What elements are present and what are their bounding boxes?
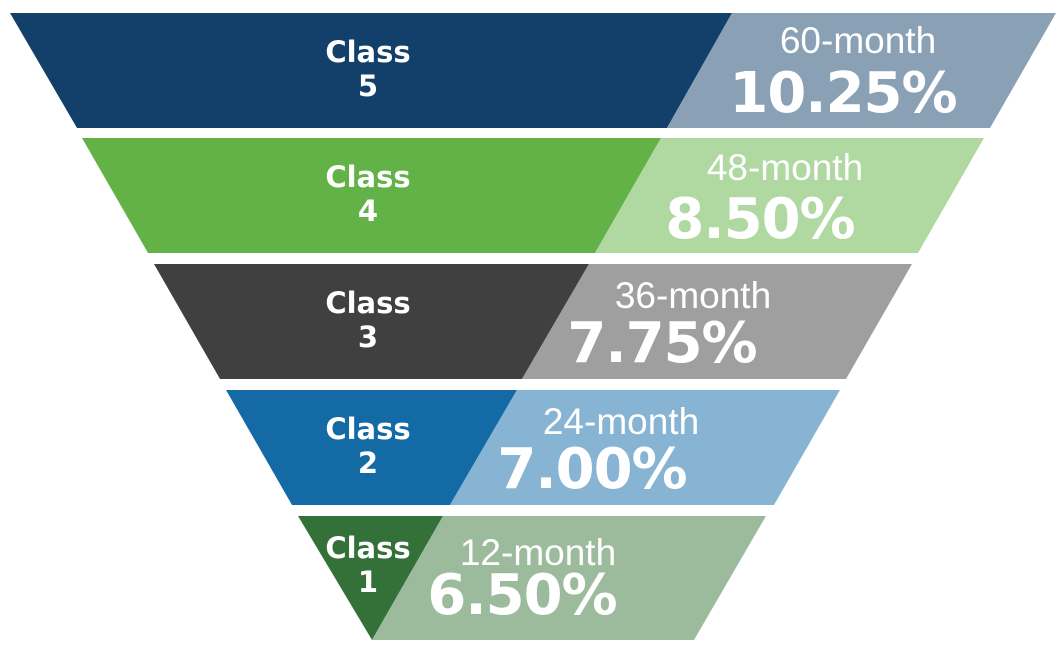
tier-2-class-number: 2: [358, 446, 378, 480]
funnel-tier-class-3: Class 3 36-month 7.75%: [154, 264, 912, 379]
tier-1-class-number: 1: [358, 565, 378, 599]
tier-3-rate: 7.75%: [567, 311, 756, 376]
tier-4-class-word: Class: [325, 160, 410, 194]
tier-5-rate: 10.25%: [729, 61, 956, 126]
tier-3-class-word: Class: [325, 286, 410, 320]
tier-1-rate: 6.50%: [427, 563, 616, 628]
tier-3-term: 36-month: [615, 275, 771, 316]
tier-3-light-segment: [522, 264, 912, 379]
tier-1-class-word: Class: [325, 531, 410, 565]
funnel-tier-class-5: Class 5 60-month 10.25%: [10, 13, 1056, 128]
tier-1-term: 12-month: [460, 532, 616, 573]
funnel-tier-class-1: Class 1 12-month 6.50%: [298, 516, 766, 640]
tier-4-dark-segment: [82, 138, 661, 253]
tier-1-light-segment: [372, 516, 766, 640]
tier-5-term: 60-month: [780, 20, 936, 61]
tier-2-light-segment: [450, 390, 840, 505]
tier-4-light-segment: [595, 138, 984, 253]
tier-5-light-segment: [667, 13, 1056, 128]
tier-5-class-number: 5: [358, 69, 378, 103]
funnel-tier-class-2: Class 2 24-month 7.00%: [226, 390, 840, 505]
tier-5-class-word: Class: [325, 35, 410, 69]
tier-1-dark-segment: [298, 516, 443, 640]
tier-4-rate: 8.50%: [665, 187, 854, 252]
tier-2-dark-segment: [226, 390, 517, 505]
tier-2-term: 24-month: [543, 401, 699, 442]
funnel-tier-class-4: Class 4 48-month 8.50%: [82, 138, 984, 253]
tier-2-rate: 7.00%: [497, 437, 686, 502]
tier-3-dark-segment: [154, 264, 589, 379]
tier-2-class-word: Class: [325, 412, 410, 446]
tier-4-class-number: 4: [358, 194, 378, 228]
tier-3-class-number: 3: [358, 320, 378, 354]
tier-5-dark-segment: [10, 13, 732, 128]
tier-4-term: 48-month: [707, 147, 863, 188]
